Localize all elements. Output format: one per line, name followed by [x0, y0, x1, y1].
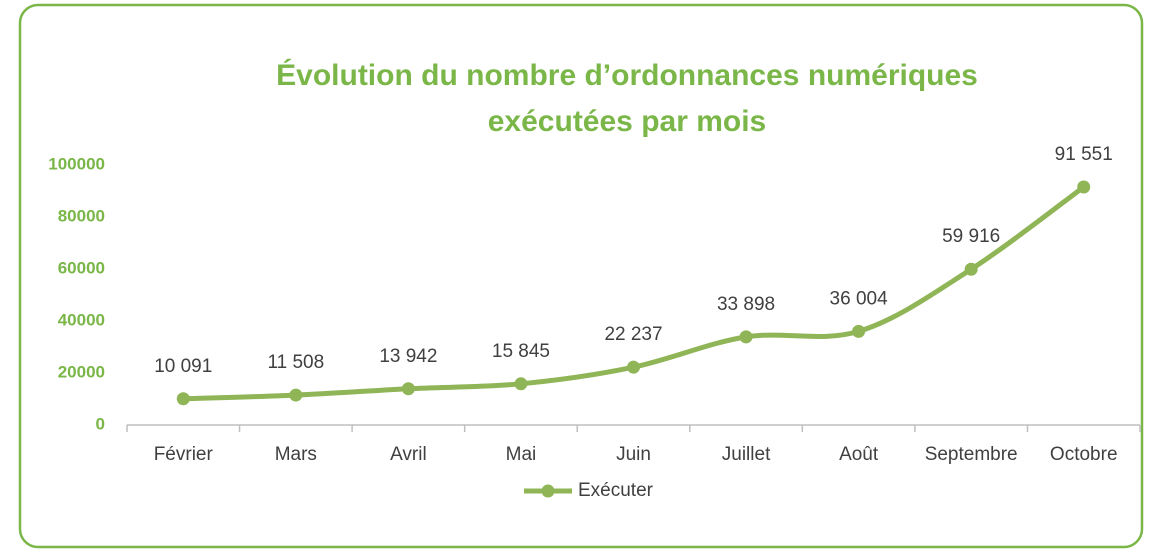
chart-border — [18, 3, 1144, 549]
y-tick-label: 80000 — [58, 206, 105, 225]
data-label: 59 916 — [942, 226, 1000, 247]
point — [514, 377, 528, 391]
x-tick-label: Juin — [616, 444, 651, 465]
point — [627, 360, 640, 374]
data-label: 10 091 — [154, 356, 212, 377]
data-label: 91 551 — [1055, 144, 1113, 165]
y-tick-label: 0 — [96, 414, 105, 433]
point — [739, 330, 753, 344]
data-label: 33 898 — [717, 294, 775, 315]
y-tick-label: 20000 — [58, 362, 105, 381]
y-tick-label: 60000 — [58, 258, 105, 277]
y-tick-label: 100000 — [48, 154, 105, 173]
x-tick-label: Mai — [506, 444, 537, 465]
x-tick-label: Juillet — [722, 444, 771, 465]
point — [401, 382, 415, 396]
point — [289, 388, 303, 402]
chart-title: Évolution du nombre d’ordonnances numéri… — [276, 58, 978, 92]
data-label: 15 845 — [492, 341, 550, 362]
point — [1077, 180, 1091, 194]
legend-label: Exécuter — [578, 480, 654, 501]
point — [964, 262, 978, 276]
data-label: 36 004 — [830, 288, 889, 309]
data-label: 11 508 — [267, 352, 324, 373]
x-tick-label: Août — [839, 444, 879, 465]
x-tick-label: Octobre — [1050, 444, 1118, 465]
chart-title: exécutées par mois — [488, 105, 766, 138]
point — [176, 392, 190, 406]
legend-marker — [541, 484, 555, 498]
x-tick-label: Avril — [390, 444, 427, 465]
y-tick-label: 40000 — [58, 310, 105, 329]
data-label: 13 942 — [379, 346, 437, 367]
point — [852, 324, 866, 338]
x-tick-label: Septembre — [925, 444, 1018, 465]
data-label: 22 237 — [604, 324, 662, 345]
x-tick-label: Février — [154, 444, 214, 465]
x-tick-label: Mars — [275, 444, 317, 465]
